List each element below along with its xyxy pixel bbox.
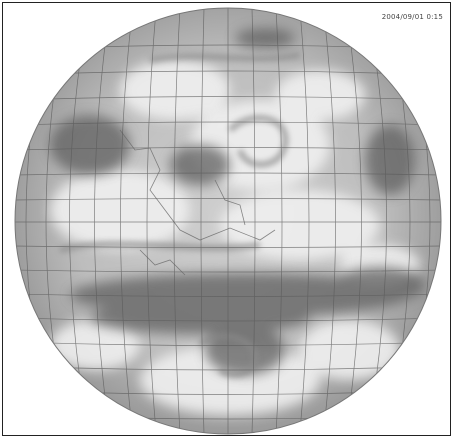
cloud-texture [50,28,425,415]
earth-limb [14,7,442,435]
timestamp-label: 2004/09/01 0:15 [381,13,443,21]
